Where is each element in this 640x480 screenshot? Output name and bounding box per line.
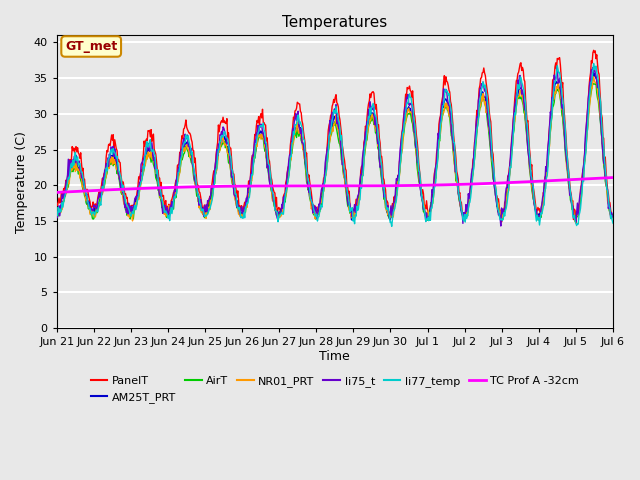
li77_temp xyxy=(420,203,428,209)
TC Prof A -32cm xyxy=(419,182,426,188)
AirT xyxy=(419,200,426,206)
TC Prof A -32cm xyxy=(63,189,70,195)
AM25T_PRT xyxy=(206,200,214,206)
AM25T_PRT xyxy=(177,153,184,159)
PanelT xyxy=(63,180,70,186)
AirT xyxy=(609,213,617,219)
NR01_PRT xyxy=(63,186,70,192)
TC Prof A -32cm xyxy=(403,183,410,189)
li75_t xyxy=(120,197,128,203)
Line: NR01_PRT: NR01_PRT xyxy=(57,77,613,222)
li77_temp xyxy=(63,184,70,190)
TC Prof A -32cm xyxy=(206,184,214,190)
AM25T_PRT xyxy=(53,209,61,215)
AirT xyxy=(592,80,600,86)
PanelT xyxy=(403,94,410,99)
li77_temp xyxy=(388,224,396,229)
AM25T_PRT xyxy=(387,217,394,223)
li77_temp xyxy=(120,192,128,198)
Title: Temperatures: Temperatures xyxy=(282,15,387,30)
li75_t xyxy=(403,95,410,100)
AM25T_PRT xyxy=(589,70,596,75)
NR01_PRT xyxy=(609,215,617,221)
AM25T_PRT xyxy=(403,106,411,111)
Text: GT_met: GT_met xyxy=(65,40,117,53)
Line: PanelT: PanelT xyxy=(57,50,613,223)
li77_temp xyxy=(177,158,184,164)
NR01_PRT xyxy=(419,199,426,204)
PanelT xyxy=(590,48,598,53)
Line: AM25T_PRT: AM25T_PRT xyxy=(57,72,613,220)
li75_t xyxy=(177,149,184,155)
li75_t xyxy=(63,177,70,183)
Legend: PanelT, AM25T_PRT, AirT, NR01_PRT, li75_t, li77_temp, TC Prof A -32cm: PanelT, AM25T_PRT, AirT, NR01_PRT, li75_… xyxy=(86,372,583,407)
NR01_PRT xyxy=(177,161,184,167)
li77_temp xyxy=(590,60,598,66)
NR01_PRT xyxy=(53,215,61,220)
AirT xyxy=(63,181,70,187)
Line: AirT: AirT xyxy=(57,83,613,220)
li75_t xyxy=(497,223,505,229)
li77_temp xyxy=(53,213,61,219)
NR01_PRT xyxy=(403,113,410,119)
Line: li77_temp: li77_temp xyxy=(57,63,613,227)
li75_t xyxy=(609,215,617,220)
NR01_PRT xyxy=(206,207,214,213)
Y-axis label: Temperature (C): Temperature (C) xyxy=(15,131,28,233)
TC Prof A -32cm xyxy=(53,190,61,195)
Line: li75_t: li75_t xyxy=(57,67,613,226)
AM25T_PRT xyxy=(609,213,617,218)
AirT xyxy=(53,211,61,216)
PanelT xyxy=(572,220,580,226)
TC Prof A -32cm xyxy=(177,184,184,190)
NR01_PRT xyxy=(120,202,128,207)
AirT xyxy=(424,217,432,223)
li75_t xyxy=(554,64,561,70)
Line: TC Prof A -32cm: TC Prof A -32cm xyxy=(57,178,613,192)
PanelT xyxy=(177,150,184,156)
PanelT xyxy=(609,214,617,219)
li77_temp xyxy=(609,220,617,226)
PanelT xyxy=(53,201,61,206)
TC Prof A -32cm xyxy=(609,175,617,180)
AirT xyxy=(120,196,128,202)
li75_t xyxy=(206,194,214,200)
li77_temp xyxy=(206,206,214,212)
li77_temp xyxy=(403,100,411,106)
AirT xyxy=(403,116,410,121)
PanelT xyxy=(419,187,426,192)
PanelT xyxy=(120,185,128,191)
X-axis label: Time: Time xyxy=(319,350,350,363)
TC Prof A -32cm xyxy=(120,186,128,192)
NR01_PRT xyxy=(572,219,579,225)
AirT xyxy=(177,164,184,169)
li75_t xyxy=(53,215,61,221)
AirT xyxy=(206,197,214,203)
AM25T_PRT xyxy=(63,187,70,193)
AM25T_PRT xyxy=(120,198,128,204)
li75_t xyxy=(419,200,426,205)
AM25T_PRT xyxy=(420,207,428,213)
PanelT xyxy=(206,193,214,199)
NR01_PRT xyxy=(590,74,598,80)
